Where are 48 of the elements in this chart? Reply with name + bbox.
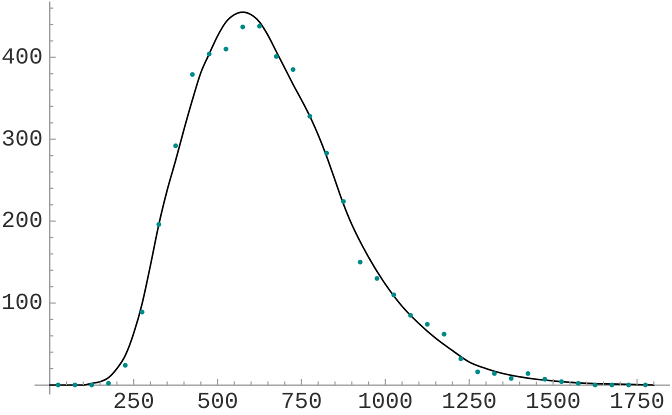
point — [290, 67, 296, 72]
x-tick-label: 500 — [196, 388, 238, 415]
y-tick-label: 200 — [1, 208, 43, 234]
point — [526, 371, 530, 376]
x-tick-label: 250 — [112, 388, 154, 415]
point — [140, 310, 144, 314]
point — [307, 114, 312, 119]
point — [576, 380, 581, 386]
x-tick-label: 1750 — [609, 388, 665, 415]
point — [72, 382, 78, 388]
y-tick-label: 100 — [1, 290, 43, 316]
point — [508, 376, 514, 381]
point — [173, 143, 178, 148]
point — [156, 222, 162, 227]
x-tick-label: 1500 — [526, 388, 581, 415]
point — [408, 312, 413, 318]
x-tick-label: 1000 — [358, 388, 413, 415]
point — [341, 199, 346, 204]
point — [257, 24, 262, 29]
point — [224, 46, 228, 52]
point — [559, 379, 564, 384]
point — [391, 292, 396, 298]
point — [626, 382, 632, 388]
x-tick-label: 750 — [280, 388, 322, 415]
point — [89, 382, 94, 388]
point — [206, 52, 212, 56]
point — [324, 150, 330, 156]
point — [274, 54, 279, 59]
point — [106, 380, 111, 386]
y-tick-label: 300 — [1, 126, 43, 152]
point — [609, 382, 614, 388]
point — [442, 332, 446, 337]
point — [458, 356, 464, 362]
point — [424, 322, 430, 327]
x-tick-label: 1250 — [442, 388, 497, 415]
point — [240, 24, 246, 30]
y-tick-label: 400 — [1, 44, 43, 70]
point — [190, 72, 195, 77]
point — [643, 382, 648, 388]
point — [592, 382, 598, 388]
point — [492, 371, 497, 376]
point — [475, 369, 480, 374]
point — [542, 376, 548, 382]
line-series — [48, 11, 655, 386]
point — [122, 362, 128, 368]
point — [56, 382, 61, 388]
point — [374, 276, 380, 281]
point — [358, 260, 363, 264]
